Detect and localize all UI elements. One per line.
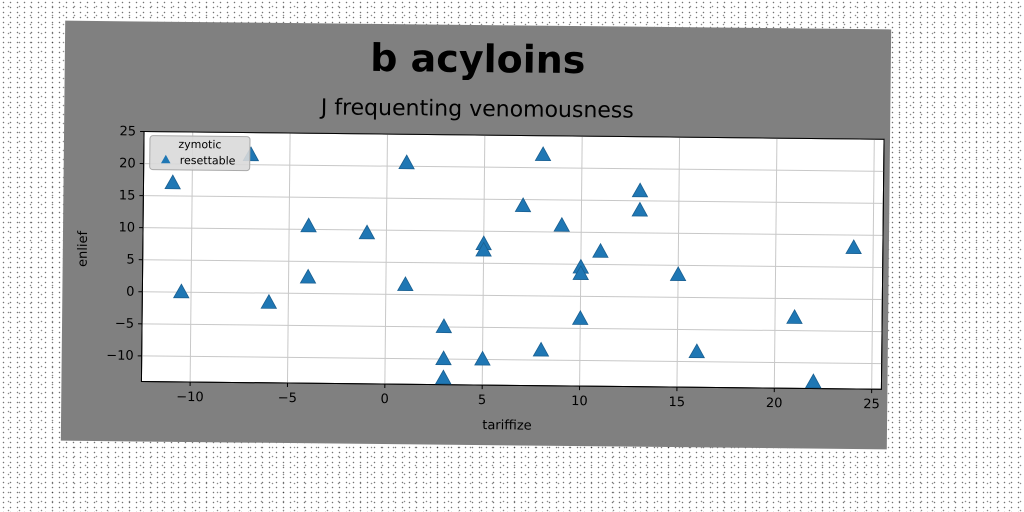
data-point bbox=[631, 182, 649, 198]
data-point bbox=[688, 343, 706, 359]
chart-subtitle: J frequenting venomousness bbox=[319, 95, 634, 123]
data-point bbox=[398, 154, 415, 170]
x-grid-line bbox=[481, 135, 486, 386]
data-point bbox=[358, 224, 376, 240]
data-point bbox=[474, 350, 491, 366]
x-tick-label: 20 bbox=[766, 396, 783, 411]
y-tick-label: 0 bbox=[126, 285, 134, 300]
data-point bbox=[164, 174, 181, 190]
x-grid-line bbox=[773, 138, 778, 389]
x-tick-label: −10 bbox=[176, 390, 204, 405]
x-tick-label: 5 bbox=[478, 393, 486, 408]
x-grid-line bbox=[384, 134, 388, 385]
x-tick-label: −5 bbox=[278, 391, 297, 406]
x-grid-line bbox=[871, 139, 875, 390]
data-point bbox=[434, 369, 452, 385]
scatter-chart: b acyloins J frequenting venomousness −1… bbox=[76, 36, 885, 434]
plot-frame bbox=[140, 131, 885, 390]
y-grid-line bbox=[142, 291, 883, 301]
y-grid-line bbox=[141, 355, 882, 365]
y-tick-label: 15 bbox=[119, 188, 136, 203]
x-tick-label: 10 bbox=[571, 394, 588, 409]
data-point bbox=[435, 350, 452, 366]
data-point bbox=[845, 239, 862, 255]
data-point bbox=[514, 197, 532, 213]
y-grid-line bbox=[143, 163, 884, 172]
y-tick-label: 20 bbox=[119, 156, 136, 171]
y-tick-label: 5 bbox=[126, 253, 134, 268]
data-point bbox=[260, 293, 278, 309]
y-tick-label: −5 bbox=[115, 317, 134, 332]
data-point bbox=[300, 217, 317, 233]
legend-title: zymotic bbox=[178, 138, 221, 151]
data-point bbox=[669, 266, 687, 282]
chart-title: b acyloins bbox=[370, 36, 586, 82]
data-point bbox=[553, 216, 571, 232]
legend-box bbox=[149, 135, 251, 172]
data-point bbox=[786, 309, 803, 324]
y-tick-label: 25 bbox=[119, 124, 136, 139]
y-grid-line bbox=[142, 323, 883, 333]
data-point bbox=[571, 309, 589, 325]
y-grid-line bbox=[143, 195, 884, 204]
y-tick-label: −10 bbox=[106, 348, 134, 363]
x-grid-line bbox=[676, 137, 681, 388]
x-grid-line bbox=[286, 133, 291, 384]
x-tick-label: 0 bbox=[380, 392, 388, 407]
x-tick-label: 15 bbox=[668, 395, 685, 410]
data-point bbox=[534, 146, 552, 162]
data-point bbox=[592, 242, 609, 258]
data-point bbox=[435, 318, 453, 334]
data-point bbox=[532, 341, 550, 357]
data-point bbox=[475, 241, 492, 257]
data-point bbox=[299, 268, 317, 284]
y-axis-label: enlief bbox=[76, 230, 91, 267]
legend-entry-label: resettable bbox=[180, 154, 236, 168]
data-point bbox=[631, 201, 649, 217]
x-axis-label: tariffize bbox=[482, 418, 532, 434]
plot-area: −10 −5 0 5 10 15 20 25 −10 −5 0 5 10 15 20 25 zymotic res… bbox=[106, 124, 885, 412]
chart-figure: b acyloins J frequenting venomousness −1… bbox=[60, 20, 892, 450]
y-grid-line bbox=[142, 259, 883, 268]
y-tick-label: 10 bbox=[118, 220, 135, 235]
y-grid-line bbox=[143, 227, 884, 236]
x-tick-label: 25 bbox=[863, 397, 880, 412]
data-point bbox=[572, 265, 589, 281]
data-point bbox=[804, 373, 822, 389]
data-point bbox=[172, 283, 190, 299]
data-point bbox=[397, 276, 414, 291]
legend-marker bbox=[160, 154, 171, 164]
x-grid-line bbox=[189, 132, 194, 383]
